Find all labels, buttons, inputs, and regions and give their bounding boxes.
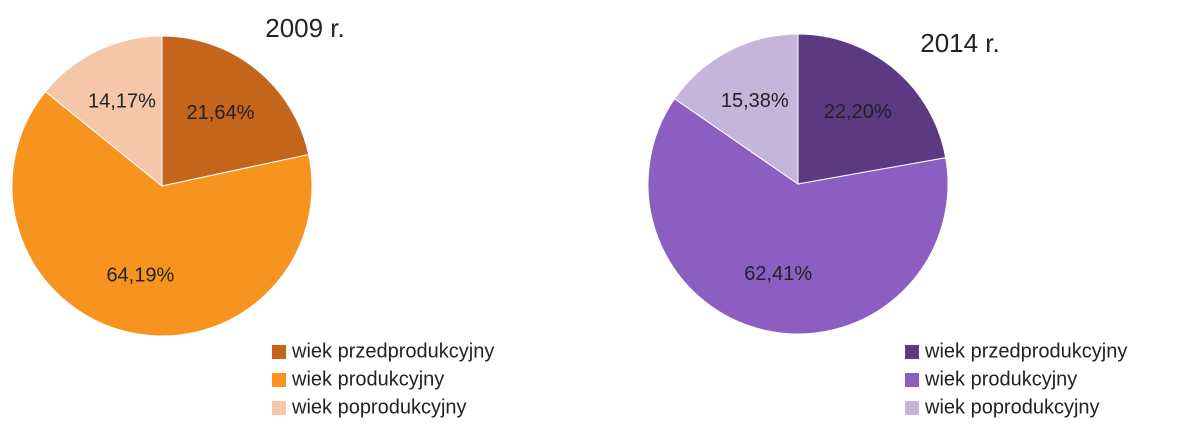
legend-swatch [272,345,286,359]
data-label: 14,17% [88,90,156,112]
data-label: 22,20% [824,101,892,123]
pie-slice [11,90,313,337]
pie-slice [647,98,949,335]
pie-slice [161,35,310,187]
legend-label: wiek produkcyjny [291,368,444,390]
legend-swatch [272,401,286,415]
legend-label: wiek poprodukcyjny [291,396,467,418]
legend-label: wiek poprodukcyjny [924,396,1100,418]
chart-title: 2009 r. [265,13,345,43]
legend-label: wiek produkcyjny [924,368,1077,390]
legend-label: wiek przedprodukcyjny [291,340,494,362]
data-label: 64,19% [106,265,174,287]
pie-slice [797,33,947,185]
legend-swatch [905,345,919,359]
pie-slice [673,33,799,185]
legend-swatch [272,373,286,387]
data-label: 62,41% [744,263,812,285]
legend-swatch [905,401,919,415]
legend-label: wiek przedprodukcyjny [924,340,1127,362]
legend-swatch [905,373,919,387]
data-label: 21,64% [187,102,255,124]
chart-title: 2014 r. [920,28,1000,58]
pie-slice [44,35,163,188]
data-label: 15,38% [721,90,789,112]
